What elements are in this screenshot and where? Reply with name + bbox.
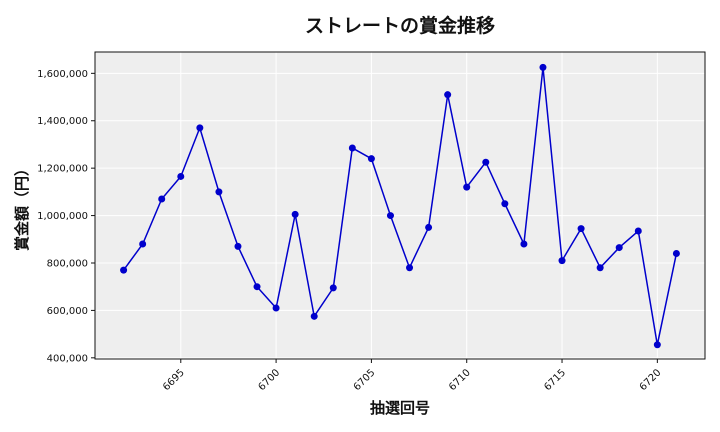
data-point — [672, 250, 680, 258]
y-tick-label: 1,200,000 — [37, 164, 88, 175]
y-tick-label: 1,000,000 — [37, 211, 88, 222]
plot-frame — [94, 51, 706, 360]
data-point — [577, 225, 585, 233]
data-point — [158, 195, 166, 203]
x-tick-label: 6705 — [352, 367, 378, 393]
x-axis-label: 抽選回号 — [370, 399, 430, 417]
series-layer — [120, 63, 680, 349]
data-point — [253, 283, 261, 291]
data-point — [596, 264, 604, 272]
data-point — [501, 200, 509, 208]
data-point — [348, 144, 356, 152]
y-axis-ticks: 400,000 600,000 800,000 1,000,000 1,200,000 1… — [37, 69, 95, 364]
data-point — [615, 244, 623, 252]
x-tick-label: 6700 — [256, 367, 282, 393]
data-point — [520, 240, 528, 248]
series-line — [122, 67, 678, 345]
data-point — [444, 91, 452, 99]
data-point — [539, 63, 547, 71]
data-point — [406, 264, 414, 272]
data-point — [196, 124, 204, 132]
y-tick-label: 1,400,000 — [37, 116, 88, 127]
data-point — [310, 312, 318, 320]
x-tick-label: 6695 — [161, 367, 187, 393]
data-point — [120, 266, 128, 274]
grid — [95, 52, 705, 359]
y-axis-label: 賞金額（円） — [13, 161, 31, 251]
data-point — [558, 257, 566, 265]
data-point — [425, 223, 433, 231]
data-point — [234, 242, 242, 250]
plot-area — [95, 52, 705, 359]
data-point — [215, 188, 223, 196]
data-point — [482, 158, 490, 166]
y-tick-label: 1,600,000 — [37, 69, 88, 80]
data-point — [177, 172, 185, 180]
x-tick-label: 6710 — [447, 367, 473, 393]
data-point — [367, 155, 375, 163]
data-point — [634, 227, 642, 235]
y-tick-label: 800,000 — [47, 258, 88, 269]
data-point — [139, 240, 147, 248]
x-tick-label: 6720 — [638, 367, 664, 393]
data-point — [329, 284, 337, 292]
data-point — [653, 341, 661, 349]
data-point — [291, 210, 299, 218]
chart-title: ストレートの賞金推移 — [305, 14, 495, 37]
x-axis-ticks: 6695 6700 6705 6710 6715 6720 — [161, 359, 663, 393]
data-point — [386, 212, 394, 220]
data-point — [272, 304, 280, 312]
x-tick-label: 6715 — [542, 367, 568, 393]
data-point — [463, 183, 471, 191]
y-tick-label: 400,000 — [47, 353, 88, 364]
y-tick-label: 600,000 — [47, 306, 88, 317]
